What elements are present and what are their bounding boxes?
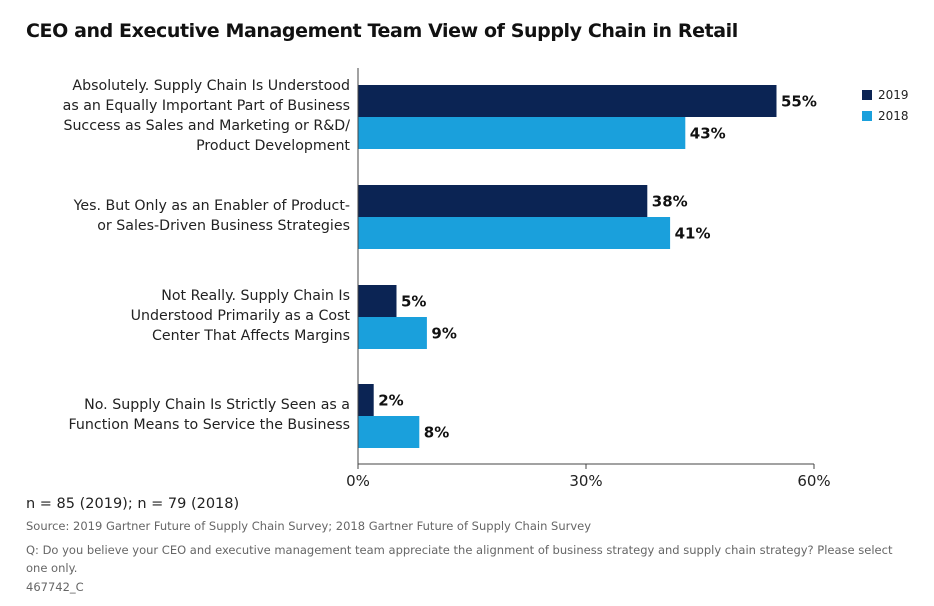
legend-swatch-2019 — [862, 89, 872, 100]
category-label-1: Absolutely. Supply Chain Is Understood as… — [10, 76, 350, 156]
value-label-2019-cat1: 55% — [781, 93, 817, 111]
category-label-1-line-3: Success as Sales and Marketing or R&D/ — [63, 118, 350, 134]
legend-swatch-2018 — [862, 110, 872, 121]
legend-item-2019: 2019 — [862, 84, 909, 105]
legend-label-2018: 2018 — [878, 108, 909, 123]
source-note: Source: 2019 Gartner Future of Supply Ch… — [26, 519, 592, 533]
value-label-2018-cat2: 41% — [675, 225, 711, 243]
category-label-1-line-2: as an Equally Important Part of Business — [62, 98, 350, 114]
bar-2019-cat3 — [358, 285, 397, 317]
category-label-2: Yes. But Only as an Enabler of Product-o… — [10, 196, 350, 236]
value-label-2018-cat1: 43% — [690, 125, 726, 143]
figure-code: 467742_C — [26, 580, 84, 594]
category-label-3-line-2: Understood Primarily as a Cost — [130, 308, 350, 324]
category-label-2-line-2: or Sales-Driven Business Strategies — [97, 218, 350, 234]
category-label-4-line-1: No. Supply Chain Is Strictly Seen as a — [84, 397, 350, 413]
value-label-2018-cat3: 9% — [431, 325, 456, 343]
bar-2019-cat1 — [358, 85, 777, 117]
bar-2018-cat2 — [358, 217, 671, 249]
x-tick-label-1: 30% — [569, 472, 602, 490]
x-tick-label-0: 0% — [346, 472, 370, 490]
question-note: Q: Do you believe your CEO and executive… — [26, 543, 893, 575]
value-label-2019-cat3: 5% — [401, 293, 426, 311]
value-label-2019-cat2: 38% — [652, 193, 688, 211]
legend-label-2019: 2019 — [878, 87, 909, 102]
category-label-4-line-2: Function Means to Service the Business — [68, 417, 350, 433]
sample-size-note: n = 85 (2019); n = 79 (2018) — [26, 496, 240, 512]
category-label-3: Not Really. Supply Chain Is Understood Pr… — [10, 286, 350, 346]
category-label-3-line-1: Not Really. Supply Chain Is — [161, 288, 350, 304]
bar-2018-cat1 — [358, 117, 686, 149]
legend: 2019 2018 — [862, 84, 909, 126]
chart-title: CEO and Executive Management Team View o… — [26, 20, 738, 42]
category-label-3-line-3: Center That Affects Margins — [151, 328, 350, 344]
category-label-2-line-1: Yes. But Only as an Enabler of Product- — [73, 198, 350, 214]
legend-item-2018: 2018 — [862, 105, 909, 126]
category-label-1-line-1: Absolutely. Supply Chain Is Understood — [72, 78, 350, 94]
value-label-2019-cat4: 2% — [378, 392, 403, 410]
category-label-4: No. Supply Chain Is Strictly Seen as a Fu… — [10, 395, 350, 435]
category-label-1-line-4: Product Development — [196, 138, 350, 154]
bar-2019-cat2 — [358, 185, 648, 217]
bar-2019-cat4 — [358, 384, 374, 416]
value-label-2018-cat4: 8% — [424, 424, 449, 442]
bar-2018-cat4 — [358, 416, 420, 448]
x-tick-label-2: 60% — [797, 472, 830, 490]
bar-2018-cat3 — [358, 317, 427, 349]
